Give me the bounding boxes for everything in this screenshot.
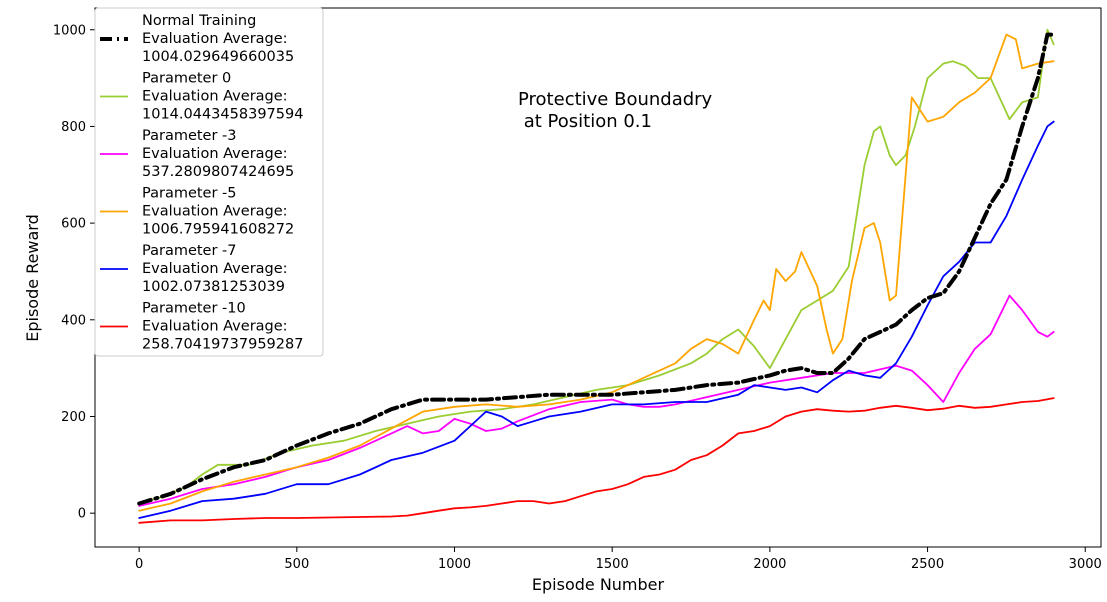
annotation-line-2: at Position 0.1 [518,111,652,132]
annotation: Protective Boundadry at Position 0.1 [518,89,718,132]
legend-label: Evaluation Average: [142,261,288,277]
y-tick-label: 800 [61,120,86,135]
x-tick-label: 3000 [1069,557,1102,572]
legend-label: Parameter -7 [142,243,237,259]
legend-label: Evaluation Average: [142,31,288,47]
legend-label: Evaluation Average: [142,146,288,162]
legend-box [94,7,324,357]
y-tick-label: 400 [61,313,86,328]
x-tick-label: 2000 [753,557,786,572]
legend-label: Normal Training [142,13,256,29]
legend-label: 537.2809807424695 [142,164,294,180]
y-axis: 0 200 400 600 800 1000 [53,23,95,522]
legend-label: 1014.0443458397594 [142,107,303,123]
legend-label: Evaluation Average: [142,204,288,220]
x-tick-label: 2500 [911,557,944,572]
y-axis-title: Episode Reward [23,214,42,342]
x-tick-label: 1500 [596,557,629,572]
legend-label: Parameter 0 [142,71,231,87]
legend-label: 1002.07381253039 [142,279,285,295]
y-tick-label: 200 [61,410,86,425]
legend-label: Evaluation Average: [142,319,288,335]
series-line-parameter-10 [138,397,1055,524]
series-layer [137,28,1056,524]
series-line-parameter-7 [138,120,1055,519]
legend-label: 1006.795941608272 [142,222,294,238]
y-tick-label: 600 [61,217,86,232]
legend-label: Parameter -5 [142,186,237,202]
legend-label: Parameter -3 [142,128,237,144]
series-line-parameter-3 [138,294,1055,507]
legend: Normal Training Evaluation Average: 1004… [94,7,324,357]
y-tick-label: 1000 [53,23,86,38]
legend-label: 1004.029649660035 [142,49,294,65]
annotation-line-1: Protective Boundadry [518,89,713,110]
series-line-parameter-5 [138,33,1055,512]
series-line-parameter-0 [138,28,1055,505]
x-axis: 0 500 1000 1500 2000 2500 3000 [135,547,1102,572]
x-tick-label: 0 [135,557,143,572]
legend-label: Evaluation Average: [142,89,288,105]
x-axis-title: Episode Number [532,575,665,594]
y-tick-label: 0 [78,507,86,522]
legend-label: 258.70419737959287 [142,337,303,353]
x-tick-label: 1000 [438,557,471,572]
x-tick-label: 500 [284,557,309,572]
legend-label: Parameter -10 [142,301,246,317]
series-line-normal-training [137,32,1056,506]
